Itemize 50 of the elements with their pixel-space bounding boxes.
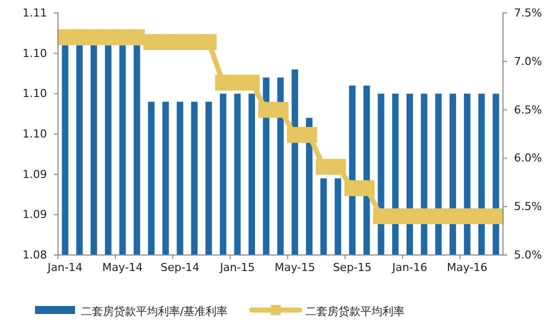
y-tick-label: 1.10	[22, 46, 47, 60]
point	[444, 208, 461, 224]
y-tick-label: 1.10	[22, 87, 47, 100]
point	[272, 102, 288, 118]
point	[129, 29, 145, 46]
point	[186, 34, 202, 50]
point	[86, 29, 102, 46]
point	[344, 180, 360, 196]
point	[488, 208, 504, 224]
y2-tick-label: 5.0%	[514, 248, 542, 262]
y2-tick-label: 6.5%	[514, 103, 542, 116]
point	[286, 127, 303, 143]
x-tick-label: Jan-15	[218, 261, 255, 274]
point	[72, 29, 88, 46]
y-tick-label: 1.08	[22, 248, 47, 262]
point	[244, 74, 260, 91]
y2-tick-label: 6.0%	[514, 152, 542, 165]
point	[474, 208, 490, 224]
point	[114, 29, 130, 46]
x-tick-label: Sep-15	[332, 261, 372, 274]
point	[387, 208, 404, 224]
y-tick-label: 1.09	[22, 208, 47, 222]
y-tick-label: 1.09	[22, 168, 47, 181]
point	[316, 159, 332, 175]
legend-label: 二套房贷款平均利率/基准利率	[81, 305, 228, 318]
point	[215, 74, 231, 91]
x-tick-label: May-15	[274, 261, 316, 274]
y-tick-label: 1.10	[22, 128, 47, 141]
x-tick-label: May-14	[102, 261, 143, 274]
point	[330, 159, 346, 175]
legend-label: 二套房贷款平均利率	[306, 305, 405, 318]
point	[416, 208, 432, 224]
x-tick-label: Jan-16	[391, 261, 428, 274]
y2-tick-label: 5.5%	[514, 200, 542, 214]
point	[143, 34, 160, 50]
point	[172, 34, 188, 50]
point	[158, 34, 174, 50]
y2-tick-label: 7.5%	[514, 6, 542, 20]
point	[230, 74, 246, 91]
point	[430, 208, 446, 224]
point	[358, 180, 375, 196]
x-tick-label: Jan-14	[46, 261, 83, 274]
point	[301, 127, 318, 143]
point	[200, 34, 217, 50]
y-tick-label: 1.11	[22, 6, 47, 20]
point	[258, 102, 274, 118]
x-tick-label: Sep-14	[160, 261, 200, 274]
point	[373, 208, 389, 224]
y2-tick-label: 7.0%	[514, 54, 542, 68]
x-tick-label: May-16	[446, 261, 488, 274]
